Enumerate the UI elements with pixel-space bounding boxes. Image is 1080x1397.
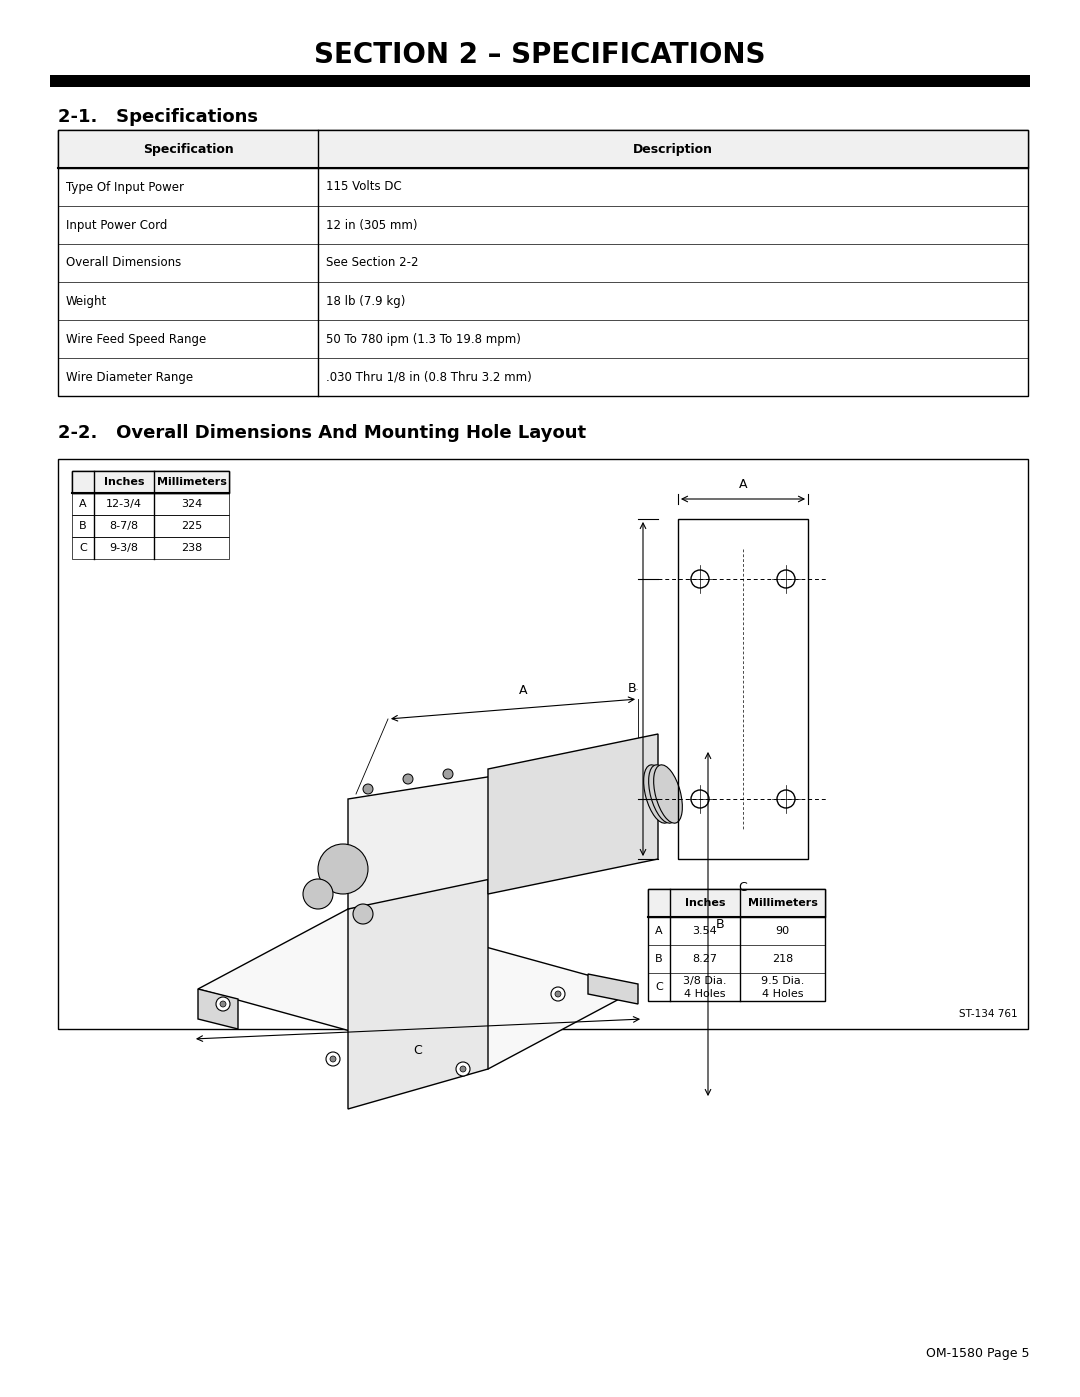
Text: See Section 2-2: See Section 2-2 <box>326 257 419 270</box>
Text: 2-2.   Overall Dimensions And Mounting Hole Layout: 2-2. Overall Dimensions And Mounting Hol… <box>58 425 586 441</box>
Text: 218: 218 <box>772 954 793 964</box>
Circle shape <box>353 904 373 923</box>
Text: Inches: Inches <box>104 476 145 488</box>
Text: 8.27: 8.27 <box>692 954 717 964</box>
Circle shape <box>403 774 413 784</box>
Circle shape <box>691 789 708 807</box>
Text: 90: 90 <box>775 926 789 936</box>
Text: Type Of Input Power: Type Of Input Power <box>66 180 184 194</box>
Text: 50 To 780 ipm (1.3 To 19.8 mpm): 50 To 780 ipm (1.3 To 19.8 mpm) <box>326 332 521 345</box>
Text: ST-134 761: ST-134 761 <box>959 1009 1018 1018</box>
Bar <box>58 130 1028 168</box>
Circle shape <box>326 1052 340 1066</box>
Text: Wire Diameter Range: Wire Diameter Range <box>66 370 193 384</box>
Text: A: A <box>79 499 86 509</box>
Circle shape <box>220 1002 226 1007</box>
Circle shape <box>777 570 795 588</box>
Text: C: C <box>79 543 86 553</box>
Text: Wire Feed Speed Range: Wire Feed Speed Range <box>66 332 206 345</box>
Text: OM-1580 Page 5: OM-1580 Page 5 <box>927 1347 1030 1361</box>
Text: 9-3/8: 9-3/8 <box>109 543 138 553</box>
Text: Input Power Cord: Input Power Cord <box>66 218 167 232</box>
Text: Inches: Inches <box>685 898 726 908</box>
Polygon shape <box>488 733 658 894</box>
Bar <box>58 130 1028 395</box>
Polygon shape <box>348 869 488 1109</box>
Text: C_note: C_note <box>634 689 638 690</box>
Circle shape <box>443 768 453 780</box>
Text: A: A <box>656 926 663 936</box>
Text: C: C <box>656 982 663 992</box>
Bar <box>72 515 229 536</box>
Text: 9.5 Dia.: 9.5 Dia. <box>760 977 805 986</box>
Text: 12 in (305 mm): 12 in (305 mm) <box>326 218 418 232</box>
Polygon shape <box>348 768 538 909</box>
Text: 3.54: 3.54 <box>692 926 717 936</box>
Bar <box>72 493 229 515</box>
Polygon shape <box>198 989 238 1030</box>
Text: Millimeters: Millimeters <box>747 898 818 908</box>
Text: A: A <box>518 685 527 697</box>
Text: 8-7/8: 8-7/8 <box>109 521 138 531</box>
Circle shape <box>456 1062 470 1076</box>
Text: B: B <box>627 683 636 696</box>
Circle shape <box>460 1066 465 1071</box>
Bar <box>72 471 229 493</box>
Circle shape <box>303 879 333 909</box>
Text: Weight: Weight <box>66 295 107 307</box>
Bar <box>648 888 825 916</box>
Circle shape <box>555 990 561 997</box>
Text: 2-1.   Specifications: 2-1. Specifications <box>58 108 258 126</box>
Text: SECTION 2 – SPECIFICATIONS: SECTION 2 – SPECIFICATIONS <box>314 41 766 68</box>
Circle shape <box>363 784 373 793</box>
Text: 18 lb (7.9 kg): 18 lb (7.9 kg) <box>326 295 405 307</box>
Text: 225: 225 <box>180 521 202 531</box>
Bar <box>50 75 1030 87</box>
Bar <box>648 888 825 1002</box>
Circle shape <box>551 988 565 1002</box>
Text: 12-3/4: 12-3/4 <box>106 499 141 509</box>
Bar <box>678 520 808 859</box>
Bar <box>58 460 1028 1030</box>
Text: 4 Holes: 4 Holes <box>685 989 726 999</box>
Circle shape <box>330 1056 336 1062</box>
Text: 324: 324 <box>180 499 202 509</box>
Ellipse shape <box>644 764 673 823</box>
Text: 4 Holes: 4 Holes <box>761 989 804 999</box>
Bar <box>72 536 229 559</box>
Text: Millimeters: Millimeters <box>157 476 227 488</box>
Text: 3/8 Dia.: 3/8 Dia. <box>684 977 727 986</box>
Ellipse shape <box>649 764 677 823</box>
Text: B: B <box>716 918 725 930</box>
Circle shape <box>216 997 230 1011</box>
Text: .030 Thru 1/8 in (0.8 Thru 3.2 mm): .030 Thru 1/8 in (0.8 Thru 3.2 mm) <box>326 370 531 384</box>
Circle shape <box>318 844 368 894</box>
Ellipse shape <box>653 764 683 823</box>
Bar <box>72 471 229 493</box>
Text: 115 Volts DC: 115 Volts DC <box>326 180 402 194</box>
Circle shape <box>691 570 708 588</box>
Text: B: B <box>656 954 663 964</box>
Polygon shape <box>198 909 638 1069</box>
Text: C: C <box>739 882 747 894</box>
Text: Overall Dimensions: Overall Dimensions <box>66 257 181 270</box>
Polygon shape <box>588 974 638 1004</box>
Text: A: A <box>739 478 747 490</box>
Text: 238: 238 <box>180 543 202 553</box>
Text: Description: Description <box>633 142 713 155</box>
Text: C: C <box>414 1044 422 1058</box>
Text: B: B <box>79 521 86 531</box>
Circle shape <box>777 789 795 807</box>
Text: Specification: Specification <box>143 142 233 155</box>
